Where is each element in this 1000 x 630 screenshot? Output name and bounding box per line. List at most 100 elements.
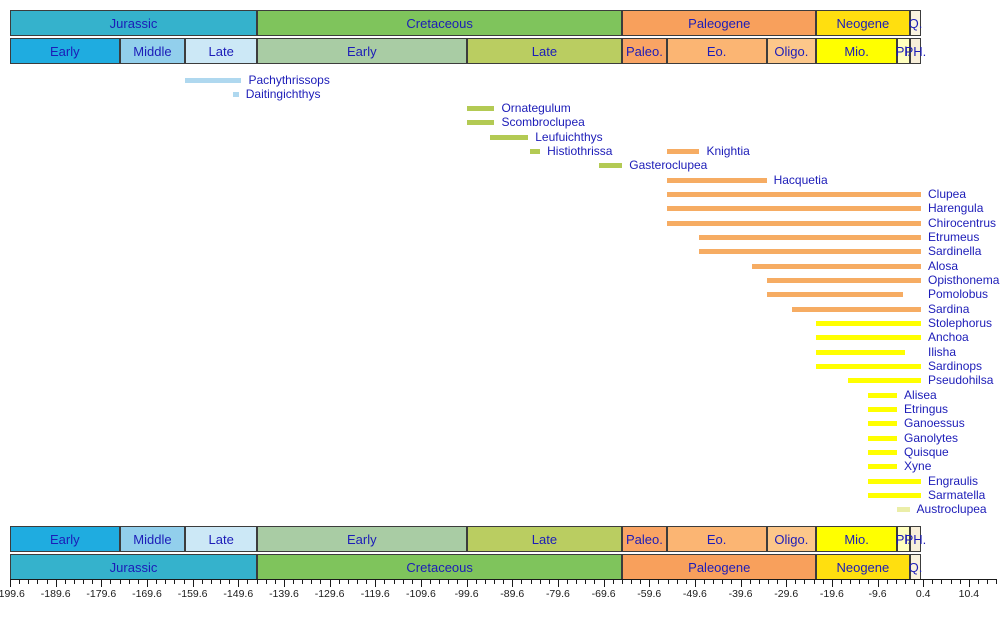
axis-minor-tick [658,580,660,584]
axis-minor-tick [137,580,139,584]
axis-minor-tick [914,580,916,584]
epoch-box: Paleo. [622,526,667,552]
taxon-label: Etrumeus [928,230,980,245]
epoch-box: Middle [119,38,186,64]
taxon-bar [529,149,541,155]
axis-major-tick [283,580,285,587]
axis-minor-tick [156,580,158,584]
taxon-label: Engraulis [928,473,979,488]
period-box: Paleogene [622,554,817,580]
axis-major-tick [466,580,468,587]
taxon-bar [868,478,922,484]
taxon-bar [848,378,922,384]
taxon-bar [666,177,767,183]
axis-minor-tick [28,580,30,584]
axis-minor-tick [274,580,276,584]
axis-minor-tick [201,580,203,584]
axis-minor-tick [37,580,39,584]
epoch-box: Late [185,526,257,552]
taxon-bar [666,192,922,198]
period-box: Neogene [816,10,910,36]
axis-minor-tick [210,580,212,584]
taxon-label: Pseudohilsa [928,373,994,388]
taxon-label: Anchoa [928,330,969,345]
taxon-label: Harengula [928,201,984,216]
taxon-label: Etringus [904,402,949,417]
axis-minor-tick [229,580,231,584]
epoch-box: Late [466,38,623,64]
taxon-label: Ornategulum [501,101,571,116]
axis-minor-tick [347,580,349,584]
axis-minor-tick [996,580,998,584]
axis-minor-tick [92,580,94,584]
taxon-label: Daitingichthys [245,86,321,101]
taxon-label: Sardinella [928,244,982,259]
axis-major-tick [968,580,970,587]
epoch-box: Mio. [816,38,897,64]
axis-major-tick [146,580,148,587]
axis-major-tick [557,580,559,587]
period-box: Jurassic [10,10,258,36]
axis-tick-label: -179.6 [86,588,117,600]
taxon-label: Opisthonema [928,273,1000,288]
axis-minor-tick [256,580,258,584]
axis-minor-tick [293,580,295,584]
axis-minor-tick [941,580,943,584]
axis-major-tick [101,580,103,587]
epoch-box: Early [10,38,120,64]
axis-tick-label: -149.6 [223,588,254,600]
axis-minor-tick [503,580,505,584]
epoch-box: PH. [905,38,926,64]
axis-minor-tick [612,580,614,584]
axis-minor-tick [448,580,450,584]
axis-minor-tick [430,580,432,584]
taxon-bar [466,106,495,112]
axis-minor-tick [594,580,596,584]
taxon-bar [868,435,898,441]
axis-minor-tick [521,580,523,584]
axis-minor-tick [749,580,751,584]
axis-minor-tick [530,580,532,584]
axis-major-tick [694,580,696,587]
axis-minor-tick [174,580,176,584]
axis-minor-tick [576,580,578,584]
axis-tick-label: -39.6 [728,588,753,600]
taxon-label: Hacquetia [773,172,828,187]
period-box: Cretaceous [257,10,623,36]
axis-minor-tick [457,580,459,584]
axis-minor-tick [110,580,112,584]
axis-major-tick [192,580,194,587]
axis-minor-tick [165,580,167,584]
axis-major-tick [10,580,11,587]
taxon-bar [816,349,906,355]
axis-minor-tick [539,580,541,584]
axis-minor-tick [64,580,66,584]
axis-major-tick [420,580,422,587]
axis-minor-tick [777,580,779,584]
axis-tick-label: -89.6 [500,588,525,600]
axis-tick-label: -79.6 [545,588,570,600]
taxon-bar [868,493,922,499]
axis-minor-tick [439,580,441,584]
time-axis-line [10,579,997,580]
axis-tick-label: -169.6 [132,588,162,600]
axis-minor-tick [850,580,852,584]
axis-minor-tick [685,580,687,584]
epoch-box: PH. [905,526,926,552]
axis-minor-tick [841,580,842,584]
axis-major-tick [512,580,514,587]
axis-minor-tick [813,580,815,584]
taxon-bar [699,249,922,255]
axis-minor-tick [758,580,760,584]
axis-minor-tick [713,580,715,584]
axis-minor-tick [19,580,21,584]
axis-minor-tick [338,580,340,584]
axis-tick-label: -29.6 [774,588,799,600]
axis-tick-label: -129.6 [314,588,345,600]
epoch-box: Late [185,38,257,64]
axis-minor-tick [73,580,75,584]
axis-minor-tick [357,580,359,584]
taxon-label: Knightia [706,144,750,159]
axis-minor-tick [621,580,623,584]
epoch-box: Eo. [666,38,767,64]
